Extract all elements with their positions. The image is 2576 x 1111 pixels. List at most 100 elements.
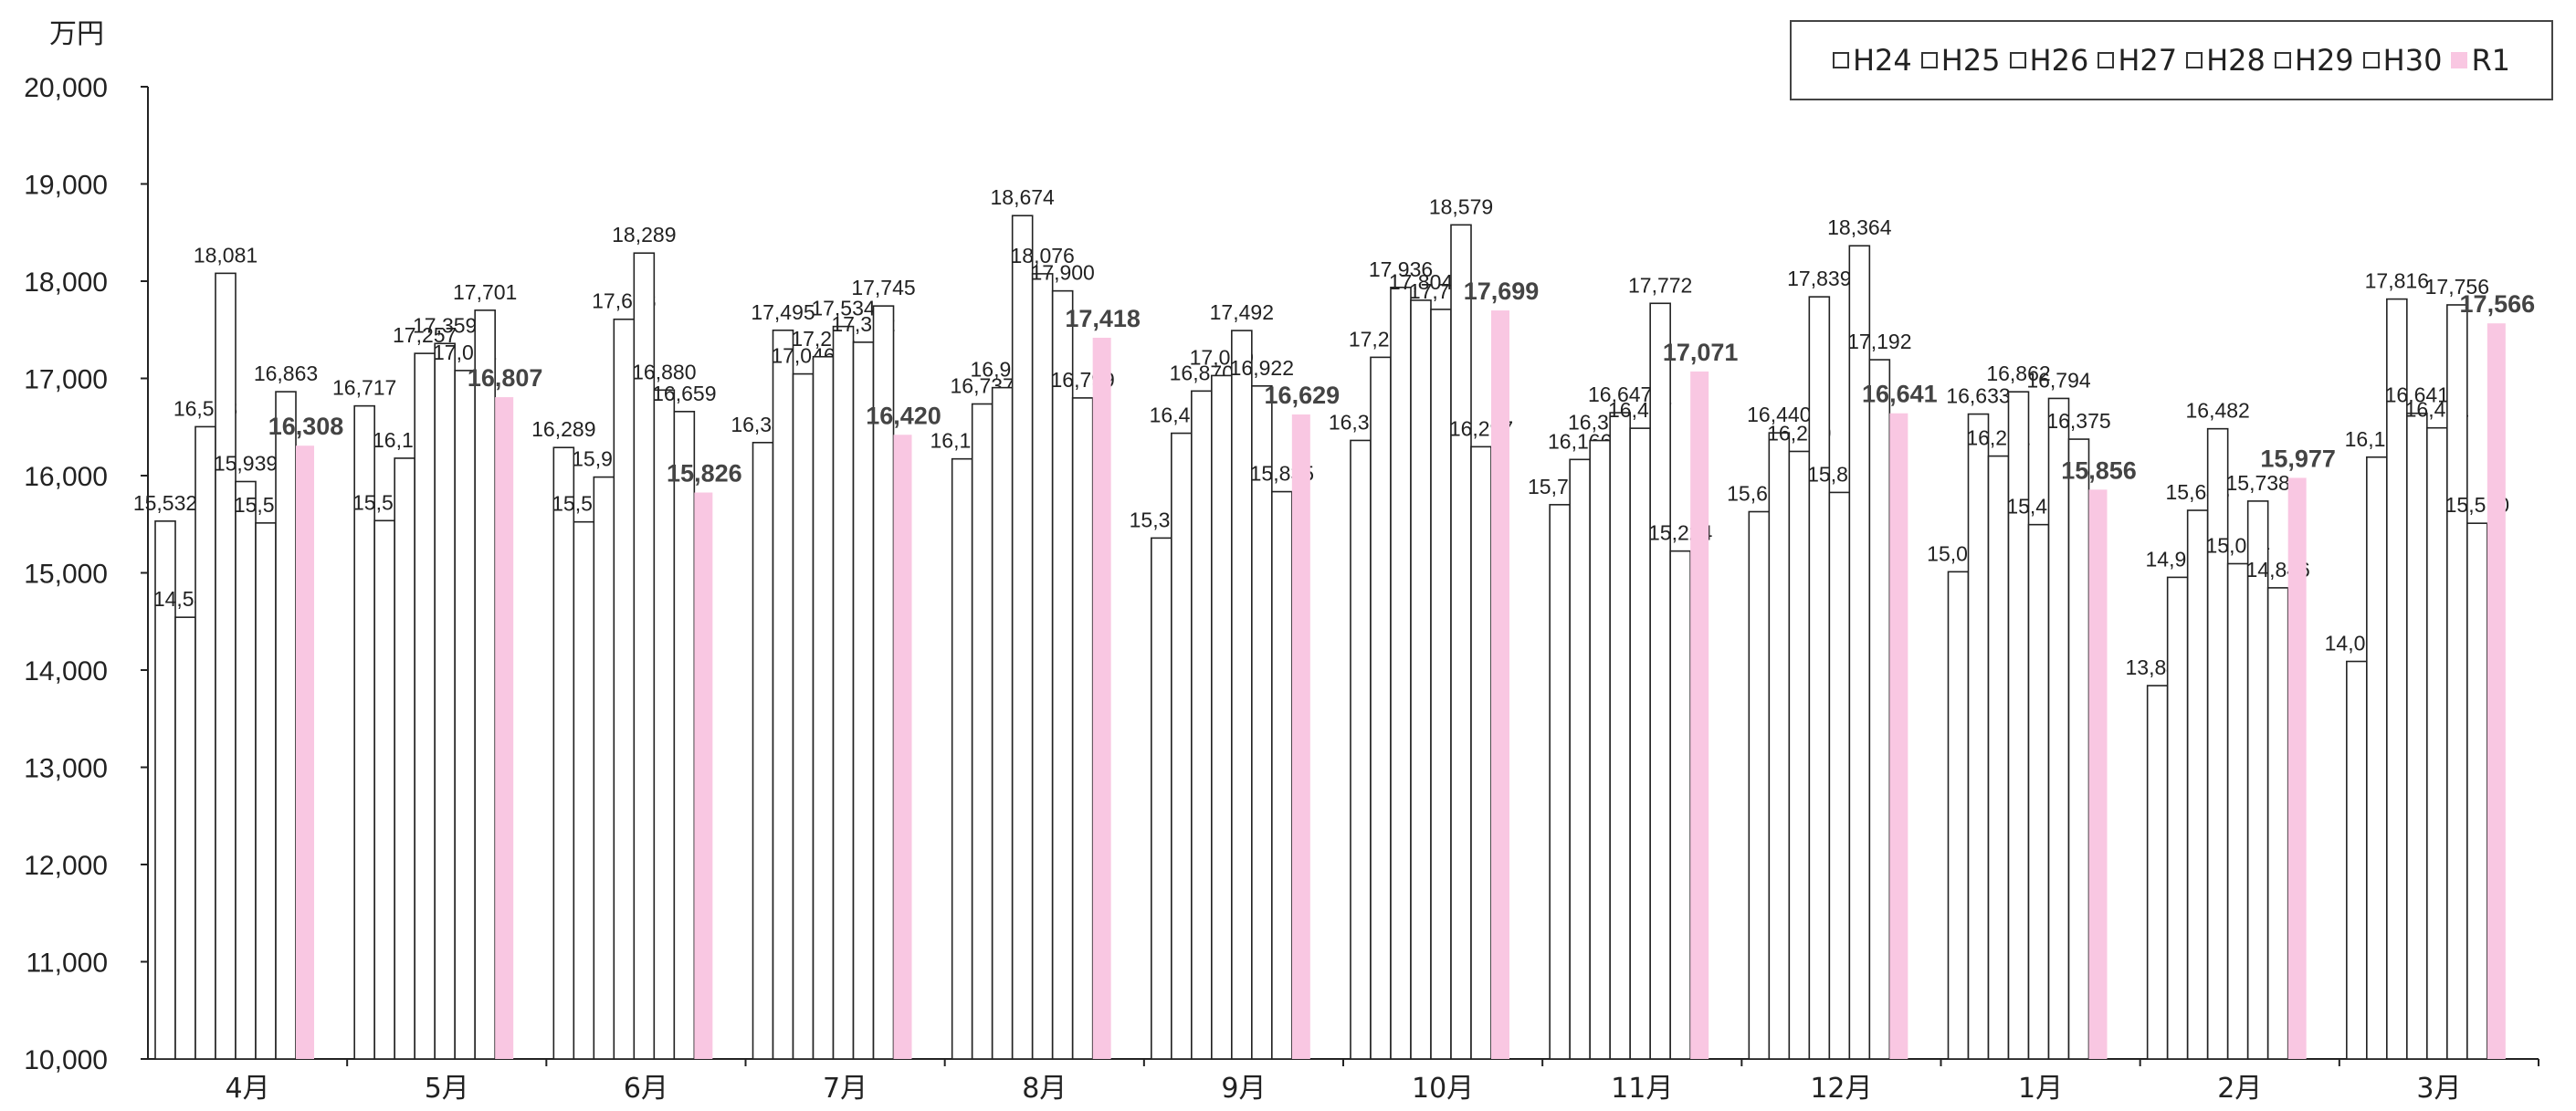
bar-H25-4 (971, 403, 994, 1060)
x-tick-label: 2月 (2217, 1073, 2262, 1105)
bar-H26-8 (1788, 450, 1811, 1060)
y-tick-label: 16,000 (24, 462, 108, 492)
bar-H28-10 (2226, 562, 2249, 1060)
y-axis-unit-label: 万円 (49, 18, 104, 50)
bar-H25-6 (1370, 356, 1392, 1060)
legend-label: H26 (2029, 43, 2089, 78)
bar-value-label: 17,804 (1389, 270, 1454, 294)
bar-value-label: 16,375 (2046, 409, 2110, 433)
bar-R1-6 (1491, 310, 1509, 1059)
bar-value-label: 17,839 (1787, 267, 1851, 290)
bar-H27-11 (2406, 412, 2428, 1060)
bar-R1-3 (893, 435, 912, 1059)
bar-H30-4 (1071, 397, 1094, 1060)
bar-value-label: 16,308 (268, 413, 344, 440)
bar-value-label: 15,856 (2061, 456, 2137, 484)
bar-H28-9 (2027, 523, 2050, 1060)
bar-value-label: 16,794 (2026, 368, 2091, 392)
bar-value-label: 16,641 (2385, 383, 2449, 407)
bar-value-label: 15,826 (667, 460, 742, 487)
bar-H28-4 (1031, 273, 1054, 1060)
legend-swatch (2186, 52, 2203, 68)
legend-item-H25: H25 (1920, 43, 2001, 78)
bar-R1-8 (1889, 413, 1908, 1059)
bar-R1-10 (2287, 477, 2307, 1059)
bar-value-label: 17,816 (2365, 269, 2429, 293)
bar-value-label: 18,674 (990, 185, 1055, 209)
bar-H30-7 (1669, 550, 1691, 1060)
bar-H25-11 (2366, 456, 2388, 1060)
bar-H29-5 (1251, 385, 1273, 1060)
bar-H28-0 (235, 480, 257, 1060)
bar-value-label: 16,862 (1986, 362, 2050, 385)
bar-H29-11 (2446, 304, 2468, 1060)
bar-value-label: 17,900 (1030, 261, 1094, 285)
x-tick-label: 7月 (823, 1073, 867, 1105)
legend-label: H25 (1940, 43, 2001, 78)
bar-H24-2 (552, 446, 575, 1060)
bar-value-label: 17,756 (2425, 275, 2489, 299)
bar-H25-7 (1569, 458, 1591, 1060)
bar-H27-2 (613, 318, 636, 1060)
legend-item-H29: H29 (2274, 43, 2354, 78)
y-tick-label: 18,000 (24, 267, 108, 298)
bar-H30-1 (474, 309, 496, 1060)
bar-H26-6 (1390, 287, 1412, 1060)
bar-value-label: 18,579 (1429, 194, 1493, 218)
bar-H29-3 (852, 341, 875, 1060)
bar-value-label: 17,936 (1369, 257, 1433, 281)
bar-H28-1 (434, 342, 456, 1060)
bar-H25-0 (174, 616, 196, 1060)
bar-R1-5 (1291, 414, 1310, 1060)
bar-H30-5 (1271, 490, 1293, 1060)
bar-H30-0 (275, 391, 297, 1060)
bar-H27-8 (1808, 296, 1831, 1060)
bar-H24-3 (752, 441, 774, 1060)
bar-H25-2 (573, 520, 595, 1060)
bar-value-label: 17,701 (453, 280, 517, 304)
legend-swatch (1920, 52, 1938, 68)
bar-value-label: 18,289 (612, 223, 676, 246)
bar-H24-8 (1748, 510, 1771, 1060)
legend-swatch (2098, 52, 2115, 68)
bar-H26-7 (1589, 439, 1611, 1060)
bar-R1-4 (1092, 337, 1111, 1059)
bar-H27-3 (812, 355, 835, 1060)
legend-swatch (2451, 52, 2468, 68)
bar-H25-8 (1768, 432, 1791, 1060)
bar-H24-6 (1350, 439, 1372, 1060)
x-tick-label: 8月 (1022, 1073, 1067, 1105)
x-tick-label: 3月 (2416, 1073, 2461, 1105)
legend-item-H30: H30 (2362, 43, 2442, 78)
bar-value-label: 16,629 (1265, 382, 1341, 409)
legend-label: H28 (2206, 43, 2266, 78)
y-tick-label: 12,000 (24, 851, 108, 881)
x-tick-label: 9月 (1221, 1073, 1266, 1105)
legend-item-H24: H24 (1832, 43, 1912, 78)
bar-R1-0 (296, 445, 314, 1059)
bar-H28-5 (1231, 330, 1253, 1060)
bar-R1-7 (1690, 371, 1709, 1060)
bar-H26-9 (1987, 455, 2010, 1060)
bar-H26-2 (593, 476, 615, 1060)
bar-H25-3 (772, 329, 794, 1060)
y-tick-label: 14,000 (24, 656, 108, 687)
legend-swatch (2009, 52, 2026, 68)
bar-value-label: 17,492 (1210, 300, 1274, 324)
legend-label: H29 (2294, 43, 2354, 78)
bar-H26-3 (792, 372, 815, 1060)
bar-value-label: 16,289 (531, 417, 595, 441)
bar-value-label: 17,071 (1663, 339, 1739, 366)
y-tick-label: 10,000 (24, 1045, 108, 1075)
x-tick-label: 12月 (1810, 1073, 1872, 1105)
bar-value-label: 16,717 (332, 376, 396, 400)
bar-value-label: 18,364 (1827, 215, 1892, 239)
x-tick-label: 4月 (226, 1073, 270, 1105)
bar-value-label: 17,192 (1847, 330, 1911, 353)
bar-value-label: 17,495 (751, 300, 815, 324)
bar-value-label: 16,922 (1230, 356, 1294, 380)
bar-value-label: 16,641 (1862, 381, 1938, 408)
bar-H26-1 (394, 457, 415, 1060)
bar-H29-10 (2246, 500, 2269, 1060)
